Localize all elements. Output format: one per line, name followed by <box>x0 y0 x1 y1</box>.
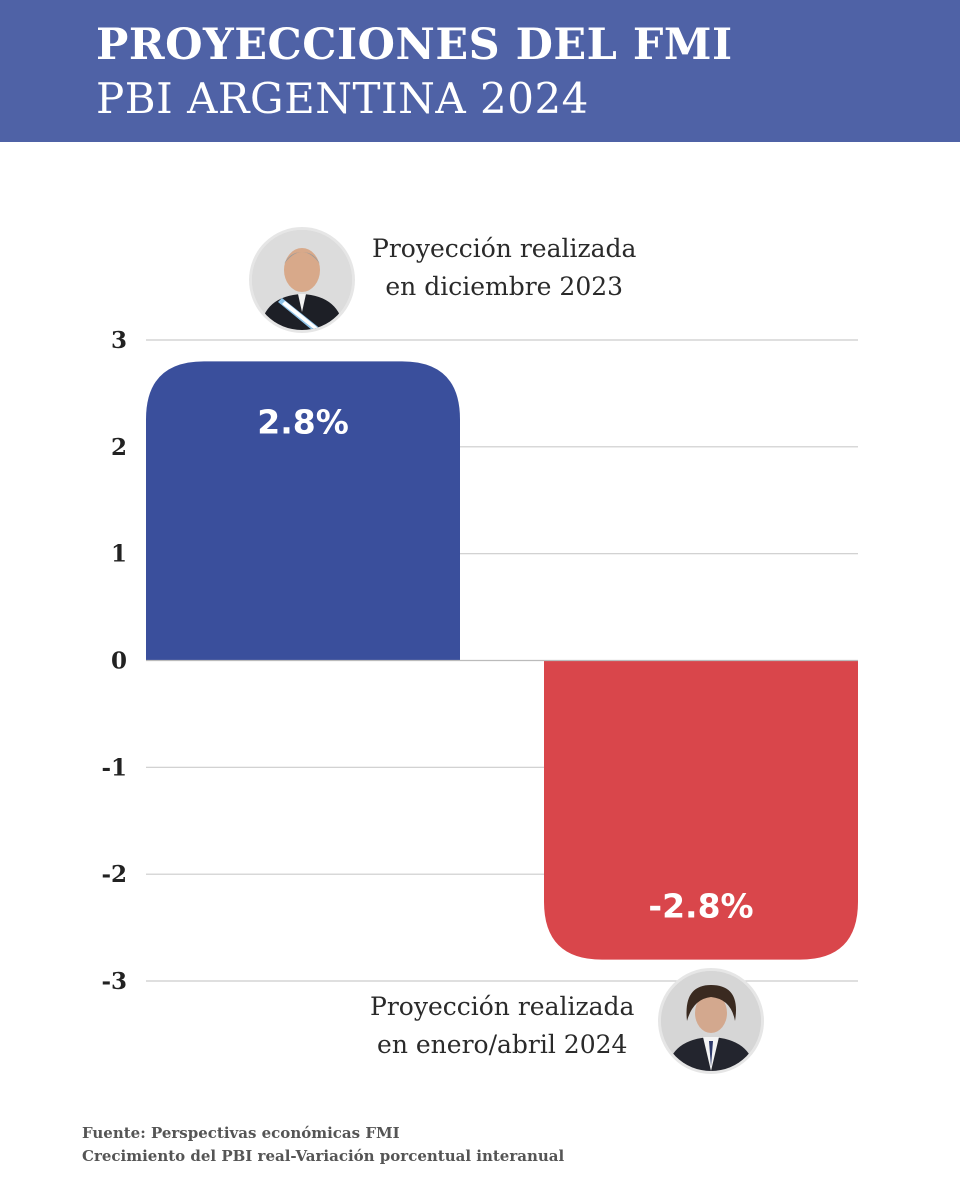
y-tick-label: 2 <box>111 434 127 461</box>
header-banner: PROYECCIONES DEL FMI PBI ARGENTINA 2024 <box>0 0 960 142</box>
y-tick-label: 0 <box>111 648 127 675</box>
page-title: PROYECCIONES DEL FMI <box>96 20 733 70</box>
source-description: Crecimiento del PBI real-Variación porce… <box>82 1147 565 1165</box>
annotation-bottom-line1: Proyección realizada <box>370 992 635 1021</box>
y-tick-label: -1 <box>101 754 127 781</box>
annotation-bottom: Proyección realizada en enero/abril 2024 <box>370 988 634 1064</box>
person-portrait-icon <box>661 971 761 1071</box>
y-tick-label: -2 <box>101 861 127 888</box>
y-tick-label: 3 <box>111 327 127 354</box>
y-tick-label: -3 <box>101 968 127 995</box>
source-note: Fuente: Perspectivas económicas FMI <box>82 1124 400 1142</box>
page-subtitle: PBI ARGENTINA 2024 <box>96 74 589 123</box>
annotation-top-line2: en diciembre 2023 <box>385 272 624 301</box>
annotation-top-line1: Proyección realizada <box>372 234 637 263</box>
bar-2 <box>544 660 858 960</box>
bar-1 <box>146 361 460 661</box>
bar-value-label: 2.8% <box>257 402 349 441</box>
annotation-top: Proyección realizada en diciembre 2023 <box>372 230 636 306</box>
bar-value-label: -2.8% <box>648 887 753 926</box>
y-tick-label: 1 <box>111 541 127 568</box>
avatar-previous-president <box>249 227 355 333</box>
person-portrait-icon <box>252 230 352 330</box>
annotation-bottom-line2: en enero/abril 2024 <box>377 1030 628 1059</box>
avatar-current-president <box>658 968 764 1074</box>
